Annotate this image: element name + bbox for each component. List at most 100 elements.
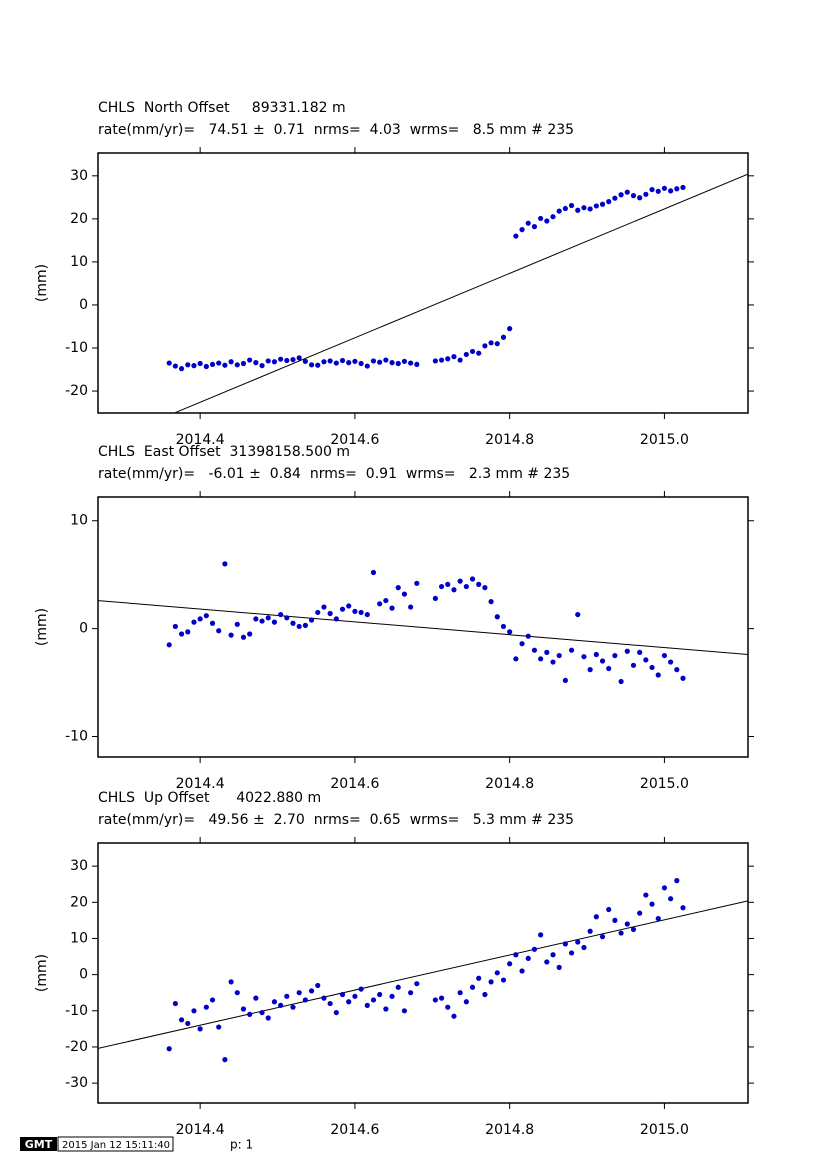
x-tick-label: 2014.6 [330,432,379,448]
plot-frame [97,152,749,414]
data-point [197,1026,203,1032]
data-point [606,199,612,205]
data-point [575,207,581,213]
data-point [203,1004,209,1010]
data-point [513,656,519,662]
data-point [438,995,445,1001]
data-point [500,334,507,340]
data-point [302,358,308,364]
data-point [327,1000,333,1007]
data-point [556,208,562,214]
data-point [624,648,630,654]
y-tick-label: 30 [70,858,88,874]
data-point [222,1057,228,1063]
chart-title: CHLS Up Offset 4022.880 m [98,790,321,806]
data-point [643,892,649,898]
data-point [253,360,259,366]
data-point [655,672,661,678]
data-point [624,921,630,927]
data-point [308,362,315,368]
data-point [271,999,278,1005]
data-point [321,995,327,1001]
data-point [352,608,358,614]
data-point [321,604,327,610]
data-point [568,950,575,956]
data-point [538,215,544,222]
x-tick-label: 2014.6 [330,776,379,792]
data-point [643,191,649,197]
x-tick-label: 2015.0 [640,1122,689,1138]
data-point [525,633,531,639]
data-point [401,358,408,364]
data-point [209,620,216,626]
data-point [618,930,624,936]
data-point [408,360,414,366]
data-point [525,220,531,226]
data-point [346,603,352,609]
data-point [562,205,568,212]
y-tick-label: -10 [65,340,88,356]
data-point [587,928,593,934]
data-point [606,906,612,913]
data-point [457,990,463,996]
data-point [599,201,606,207]
data-point [513,952,519,958]
data-point [637,910,643,916]
data-point [432,358,438,364]
data-point [680,184,686,191]
data-point [630,662,637,668]
data-point [568,202,575,209]
data-point [562,677,568,684]
data-point [637,195,643,201]
data-point [630,193,637,199]
data-point [352,993,358,999]
y-tick-label: 30 [70,168,88,184]
data-point [290,1004,296,1010]
data-point [661,652,668,659]
data-point [296,623,302,630]
data-point [494,341,500,347]
data-point [346,999,352,1005]
plot-frame [97,842,749,1104]
data-point [575,939,581,945]
data-point [389,360,395,366]
data-point [209,997,216,1003]
x-tick-label: 2014.4 [176,432,225,448]
x-tick-label: 2014.6 [330,1122,379,1138]
data-point [315,982,321,989]
data-point [370,358,377,364]
data-point [482,991,488,998]
data-point [680,675,686,681]
data-point [606,665,612,672]
data-point [333,360,339,366]
data-point [358,986,364,992]
data-point [668,896,674,902]
data-point [680,905,686,911]
data-point [370,569,377,576]
data-point [649,664,655,671]
y-tick-label: -10 [65,729,88,745]
data-point [234,362,240,368]
timestamp-box [57,1136,174,1152]
data-point [655,188,661,194]
data-point [222,561,228,567]
data-point [203,613,209,619]
data-point [637,649,643,655]
page-number: p: 1 [230,1138,253,1152]
data-point [531,224,538,230]
x-tick-label: 2014.8 [485,432,534,448]
data-point [370,997,377,1003]
data-point [358,360,364,367]
data-point [315,609,321,616]
data-point [172,1000,178,1007]
data-point [197,616,203,622]
data-point [593,203,599,209]
data-point [247,1011,253,1018]
data-point [358,609,364,616]
data-point [327,610,333,617]
data-point [674,667,680,673]
data-point [451,354,457,360]
data-point [488,599,494,605]
data-point [377,601,383,607]
